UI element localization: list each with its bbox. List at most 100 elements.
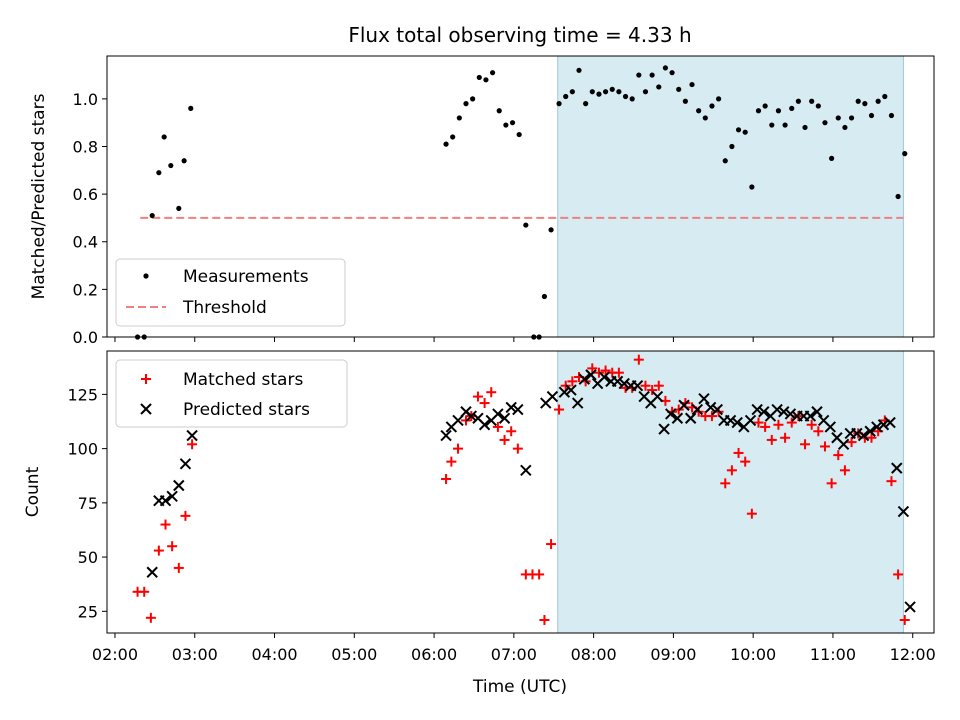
predicted-star-point: [505, 401, 517, 414]
measurement-point: [855, 98, 861, 104]
predicted-star-point: [571, 397, 584, 409]
predicted-star-point: [671, 412, 684, 424]
predicted-star-point: [891, 462, 903, 474]
matched-star-point: [706, 411, 717, 422]
predicted-star-point: [159, 494, 172, 507]
matched-star-point: [180, 510, 191, 521]
measurement-point: [649, 72, 655, 78]
measurement-point: [496, 108, 502, 114]
measurement-point: [503, 122, 509, 128]
predicted-star-point: [904, 601, 916, 613]
predicted-star-point: [758, 406, 770, 418]
measurement-point: [669, 70, 675, 76]
x-tick-label: 03:00: [172, 645, 218, 664]
predicted-star-point: [857, 429, 870, 442]
predicted-star-point: [173, 479, 185, 492]
measurement-point: [629, 96, 635, 102]
matched-star-point: [819, 441, 830, 452]
predicted-star-point: [611, 375, 624, 388]
predicted-star-point: [146, 566, 158, 578]
matched-star-point: [866, 432, 877, 443]
predicted-star-point: [179, 458, 192, 470]
measurement-point: [556, 101, 562, 107]
measurement-point: [602, 89, 609, 95]
matched-star-point: [492, 421, 503, 432]
matched-star-point: [826, 478, 837, 489]
predicted-star-point: [751, 403, 763, 416]
matched-star-point: [613, 367, 624, 378]
matched-star-point: [780, 432, 791, 443]
measurement-point: [583, 101, 589, 107]
matched-star-point: [534, 569, 545, 580]
measurement-point: [709, 103, 715, 109]
legend-label: Matched stars: [183, 370, 303, 390]
measurement-point: [782, 122, 788, 128]
measurement-point: [696, 108, 702, 114]
measurement-point: [149, 212, 155, 219]
x-tick-label: 05:00: [331, 645, 377, 664]
y-tick-label: 1.0: [73, 90, 98, 109]
matched-star-point: [753, 417, 764, 428]
measurement-point: [829, 155, 835, 161]
ratio-panel: 0.0 0.2 0.4 0.6 0.8 1.0 Matched/Predicted sta…: [29, 55, 935, 347]
predicted-star-point: [824, 421, 836, 433]
predicted-star-point: [512, 403, 524, 416]
measurement-point: [795, 98, 801, 104]
observing-window-shade: [557, 350, 904, 634]
predicted-star-point: [546, 390, 559, 403]
matched-star-point: [760, 421, 771, 432]
predicted-star-point: [884, 416, 896, 429]
y-tick-label: 25: [78, 602, 98, 621]
measurement-point: [589, 89, 595, 95]
ratio-legend: Measurements Threshold: [115, 258, 346, 327]
matched-star-point: [653, 380, 664, 391]
legend-box: [115, 258, 346, 327]
measurement-point: [576, 67, 582, 73]
matched-star-point: [446, 456, 457, 467]
predicted-star-point: [711, 403, 723, 416]
matched-star-point: [479, 398, 490, 409]
legend-label: Threshold: [182, 298, 267, 318]
predicted-star-point: [520, 464, 532, 477]
measurement-point: [742, 129, 748, 135]
measurement-point: [775, 108, 782, 114]
matched-star-point: [773, 419, 784, 430]
predicted-star-point: [651, 390, 664, 403]
legend-label: Predicted stars: [183, 400, 310, 420]
predicted-star-point: [698, 393, 710, 405]
matched-star-point: [567, 376, 578, 387]
matched-star-point: [441, 473, 452, 484]
legend-marker: [141, 374, 151, 384]
measurement-point: [176, 205, 182, 212]
predicted-star-point: [440, 429, 452, 442]
matched-star-point: [546, 539, 557, 550]
matched-star-point: [806, 419, 817, 430]
measurement-point: [443, 141, 449, 147]
matched-star-point: [506, 426, 517, 437]
matched-star-point: [726, 465, 737, 476]
measurement-point: [463, 101, 469, 107]
measurement-point: [689, 81, 695, 88]
measurement-point: [762, 103, 768, 109]
predicted-star-point: [871, 421, 883, 433]
predicted-star-point: [186, 429, 198, 442]
measurement-point: [875, 98, 881, 104]
matched-star-point: [587, 363, 598, 374]
matched-star-point: [733, 447, 744, 458]
y-tick-label: 50: [78, 548, 98, 567]
predicted-star-point: [498, 412, 511, 424]
predicted-star-point: [678, 399, 690, 411]
measurement-point: [848, 115, 855, 121]
measurement-point: [188, 105, 194, 111]
measurement-point: [722, 158, 728, 164]
count-legend: Matched stars Predicted stars: [115, 359, 348, 428]
y-tick-label: 0.2: [73, 280, 98, 299]
measurement-point: [450, 134, 456, 140]
predicted-star-point: [778, 406, 790, 418]
matched-star-point: [539, 614, 550, 625]
measurement-point: [868, 112, 875, 119]
time-x-axis: 02:00 03:00 04:00 05:00 06:00 07:00 08:00 09:00…: [92, 633, 936, 664]
measurement-point: [470, 96, 476, 102]
measurement-point: [729, 143, 735, 150]
y-tick-label: 0.0: [73, 328, 98, 347]
